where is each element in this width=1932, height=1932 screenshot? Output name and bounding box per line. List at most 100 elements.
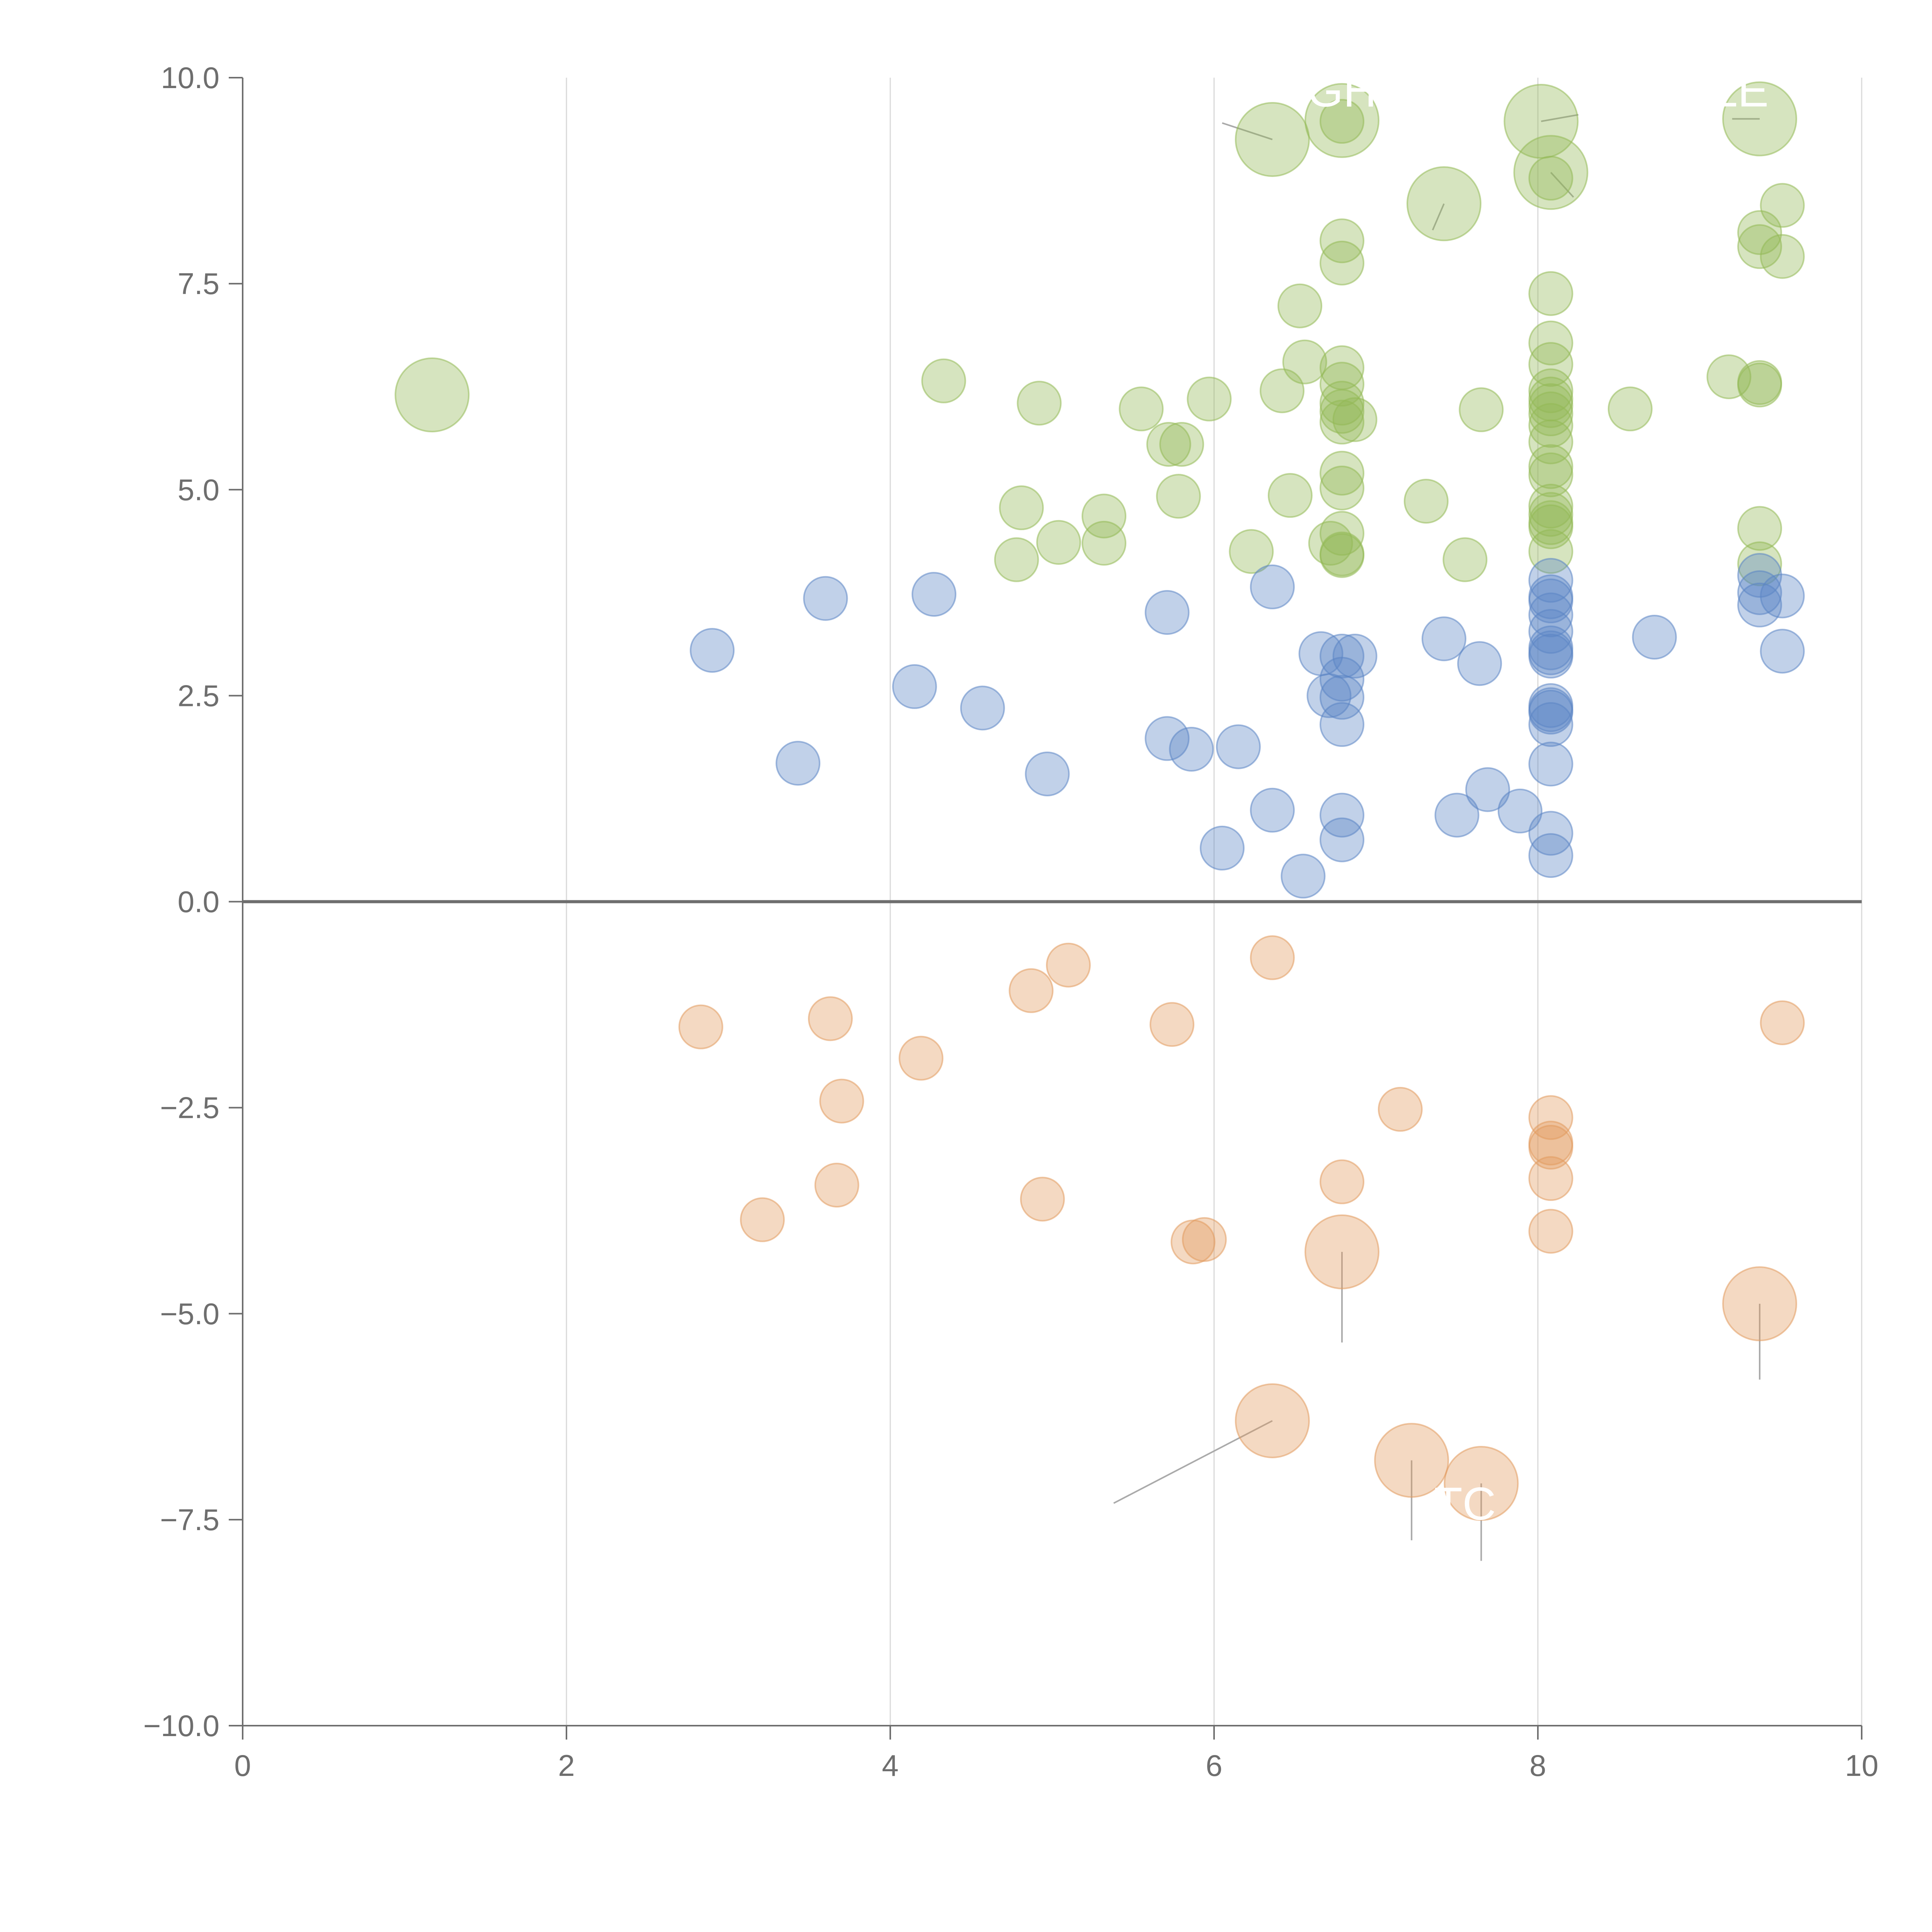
- data-point-orange: [1046, 942, 1091, 988]
- data-point-blue: [1306, 673, 1352, 718]
- data-point-green: [1320, 451, 1365, 496]
- x-tick-label: 6: [1206, 1748, 1222, 1782]
- data-point-orange: [1020, 1177, 1065, 1222]
- y-tick-label: −5.0: [160, 1297, 219, 1331]
- data-point-green: [1528, 391, 1573, 437]
- data-point-green: [1320, 465, 1365, 510]
- data-point-blue: [1320, 702, 1365, 747]
- data-point-green: [1235, 102, 1310, 177]
- data-point-green: [1267, 473, 1313, 518]
- data-point-blue: [1528, 833, 1573, 878]
- data-point-orange: [1374, 1423, 1449, 1498]
- data-point-blue: [1216, 724, 1261, 769]
- data-point-green: [1403, 479, 1449, 524]
- annotation-label: IGH: [1294, 65, 1377, 117]
- data-point-blue: [1025, 751, 1070, 796]
- data-point-blue: [1528, 742, 1573, 787]
- data-point-blue: [1737, 570, 1782, 615]
- data-point-green: [1760, 183, 1805, 228]
- data-point-green: [1082, 493, 1127, 539]
- data-point-blue: [960, 685, 1005, 731]
- data-point-blue: [1528, 702, 1573, 747]
- data-point-green: [1277, 283, 1323, 328]
- annotation-label: LE: [1712, 65, 1769, 117]
- data-point-blue: [1528, 592, 1573, 638]
- data-point-blue: [803, 576, 848, 621]
- data-point-green: [1036, 520, 1081, 565]
- data-point-green: [1282, 339, 1327, 384]
- data-point-green: [1737, 506, 1782, 551]
- data-point-green: [1706, 354, 1752, 400]
- x-tick-label: 4: [882, 1748, 898, 1782]
- data-point-blue: [1632, 614, 1677, 660]
- data-point-green: [1156, 474, 1201, 519]
- data-point-orange: [740, 1197, 785, 1242]
- data-point-orange: [1250, 935, 1295, 980]
- data-point-orange: [1444, 1446, 1519, 1521]
- data-point-green: [1737, 362, 1782, 408]
- leader-line: [1113, 1420, 1273, 1504]
- data-point-blue: [1320, 675, 1365, 720]
- data-point-green: [1737, 224, 1782, 269]
- data-point-green: [1722, 81, 1798, 156]
- data-point-orange: [678, 1004, 723, 1049]
- data-point-orange: [1235, 1383, 1310, 1458]
- data-point-green: [1528, 342, 1573, 387]
- annotations: IGH LE TC: [1294, 65, 1769, 1530]
- data-point-orange: [1528, 1209, 1573, 1254]
- data-point-blue: [1320, 793, 1365, 838]
- data-point-blue: [1169, 726, 1214, 772]
- annotation-label: TC: [1434, 1478, 1496, 1530]
- data-point-blue: [912, 572, 957, 617]
- data-point-orange: [1009, 968, 1054, 1013]
- data-point-green: [1159, 422, 1204, 467]
- data-point-blue: [1250, 564, 1295, 609]
- data-point-green: [1229, 529, 1274, 574]
- data-point-blue: [1145, 716, 1190, 761]
- data-point-blue: [690, 628, 735, 673]
- data-point-green: [1082, 520, 1127, 566]
- data-point-orange: [808, 996, 853, 1041]
- y-tick-label: −7.5: [160, 1503, 219, 1537]
- annotation-leader-lines: [1113, 114, 1761, 1561]
- data-point-green: [1304, 83, 1380, 158]
- data-point-green: [1017, 381, 1062, 426]
- data-point-green: [1146, 422, 1191, 467]
- y-tick-label: 7.5: [178, 267, 219, 301]
- data-point-blue: [1421, 616, 1466, 662]
- data-point-green: [1760, 234, 1805, 279]
- leader-line: [1222, 122, 1273, 140]
- leader-line: [1432, 203, 1445, 231]
- data-point-green: [1459, 387, 1504, 432]
- data-point-blue: [1528, 690, 1573, 735]
- data-point-orange: [898, 1036, 944, 1081]
- data-point-blue: [1457, 641, 1502, 686]
- data-point-orange: [1150, 1002, 1195, 1047]
- y-tick-label: 10.0: [161, 61, 219, 95]
- data-point-orange: [1528, 1124, 1573, 1170]
- data-point-green: [1528, 452, 1573, 497]
- data-point-blue: [1737, 582, 1782, 628]
- data-point-green: [1320, 533, 1365, 578]
- data-point-blue: [1760, 629, 1805, 674]
- data-point-orange: [1304, 1214, 1380, 1289]
- data-point-green: [1119, 386, 1164, 432]
- data-point-green: [1320, 240, 1365, 286]
- data-point-green: [1187, 376, 1232, 422]
- data-point-green: [1528, 419, 1573, 464]
- data-point-green: [1332, 397, 1378, 442]
- data-point-orange: [1722, 1266, 1798, 1342]
- leader-line: [1550, 172, 1574, 198]
- data-point-blue: [1250, 787, 1295, 833]
- data-point-green: [1320, 99, 1365, 144]
- data-point-blue: [1528, 578, 1573, 624]
- data-point-green: [395, 357, 470, 433]
- x-tick-label: 10: [1845, 1748, 1879, 1782]
- data-point-orange: [1760, 1000, 1805, 1045]
- data-point-green: [1737, 210, 1782, 255]
- data-point-orange: [1182, 1217, 1227, 1262]
- data-point-green: [999, 485, 1044, 531]
- data-point-green: [1528, 504, 1573, 549]
- data-point-blue: [1281, 854, 1326, 899]
